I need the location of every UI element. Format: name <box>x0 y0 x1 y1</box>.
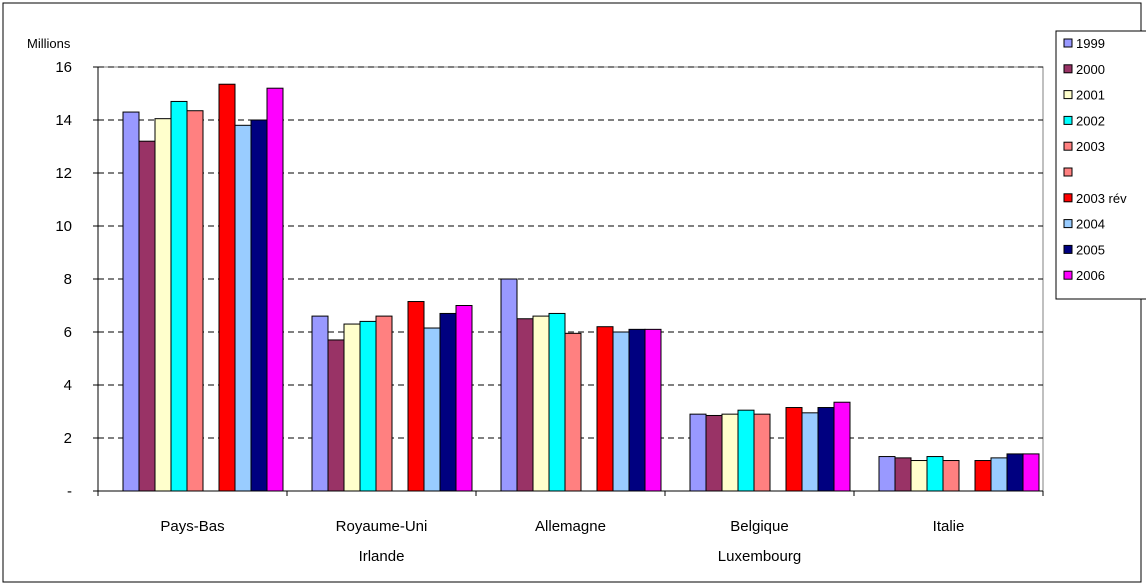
bar <box>375 315 393 492</box>
legend-swatch <box>1063 167 1073 177</box>
bar <box>439 312 457 492</box>
bar <box>407 301 425 492</box>
bar <box>455 305 473 492</box>
bar <box>548 312 566 492</box>
legend-swatch <box>1063 244 1073 254</box>
x-tick-label: Luxembourg <box>718 548 801 565</box>
bar <box>218 83 236 492</box>
bar <box>596 326 614 492</box>
legend-swatch <box>1063 64 1073 74</box>
bar <box>817 407 835 492</box>
bar <box>234 124 252 492</box>
bar <box>564 332 582 492</box>
bar <box>737 409 755 492</box>
legend-swatch <box>1063 115 1073 125</box>
legend-label: 2006 <box>1076 268 1105 283</box>
legend-label: 2003 <box>1076 139 1105 154</box>
y-tick-label: 10 <box>55 218 72 235</box>
y-tick-label: 8 <box>64 271 72 288</box>
bar <box>311 315 329 492</box>
legend-swatch <box>1063 219 1073 229</box>
bar <box>942 460 960 492</box>
bar <box>186 110 204 492</box>
legend-label: 2005 <box>1076 242 1105 257</box>
bar <box>644 328 662 492</box>
bar <box>122 111 140 492</box>
bar <box>327 339 345 492</box>
bar <box>753 413 771 492</box>
x-tick-label: Royaume-Uni <box>336 518 428 535</box>
bar <box>689 413 707 492</box>
legend-label: 2000 <box>1076 62 1105 77</box>
bar <box>343 323 361 492</box>
bar <box>423 327 441 492</box>
legend-swatch <box>1063 141 1073 151</box>
bar <box>516 318 534 492</box>
legend-label: 2004 <box>1076 217 1105 232</box>
bar <box>878 456 896 492</box>
legend-label: 2001 <box>1076 88 1105 103</box>
legend-label: 1999 <box>1076 36 1105 51</box>
bar <box>532 315 550 492</box>
y-tick-label: 6 <box>64 324 72 341</box>
x-tick-label: Italie <box>933 518 965 535</box>
legend-swatch <box>1063 193 1073 203</box>
bar <box>990 457 1008 492</box>
legend-swatch <box>1063 270 1073 280</box>
y-tick-label: 2 <box>64 430 72 447</box>
y-axis-label: Millions <box>27 36 71 51</box>
bar <box>1022 453 1040 492</box>
legend-box <box>1055 30 1146 300</box>
x-tick-label: Belgique <box>730 518 788 535</box>
bar <box>500 278 518 492</box>
bar <box>894 457 912 492</box>
y-tick-label: - <box>67 483 72 500</box>
x-tick-label: Allemagne <box>535 518 606 535</box>
legend-swatch <box>1063 90 1073 100</box>
y-tick-label: 16 <box>55 59 72 76</box>
bar <box>359 320 377 492</box>
bar <box>833 401 851 492</box>
x-tick-label: Pays-Bas <box>160 518 224 535</box>
bar <box>910 460 928 492</box>
bar <box>612 331 630 492</box>
bar <box>628 328 646 492</box>
x-tick-label: Irlande <box>359 548 405 565</box>
bar <box>1006 453 1024 492</box>
bar <box>801 412 819 492</box>
bar <box>138 140 156 492</box>
legend: 1999 2000 2001 2002 2003 2003 rév 2004 2005 2006 <box>1055 30 1146 300</box>
plot-area: - 2 4 6 8 10 12 14 16 Pays-Bas Royaume-Uni Irlande A… <box>55 59 1044 565</box>
bar <box>705 414 723 492</box>
legend-swatch <box>1063 38 1073 48</box>
legend-label: 2003 rév <box>1076 191 1127 206</box>
y-tick-label: 14 <box>55 112 72 129</box>
legend-label: 2002 <box>1076 113 1105 128</box>
bar <box>926 456 944 492</box>
bar <box>974 460 992 492</box>
bar <box>785 407 803 492</box>
bar <box>266 87 284 492</box>
y-tick-label: 12 <box>55 165 72 182</box>
bar <box>170 100 188 492</box>
bar <box>154 118 172 492</box>
bar <box>721 413 739 492</box>
y-tick-label: 4 <box>64 377 72 394</box>
bar <box>250 119 268 492</box>
